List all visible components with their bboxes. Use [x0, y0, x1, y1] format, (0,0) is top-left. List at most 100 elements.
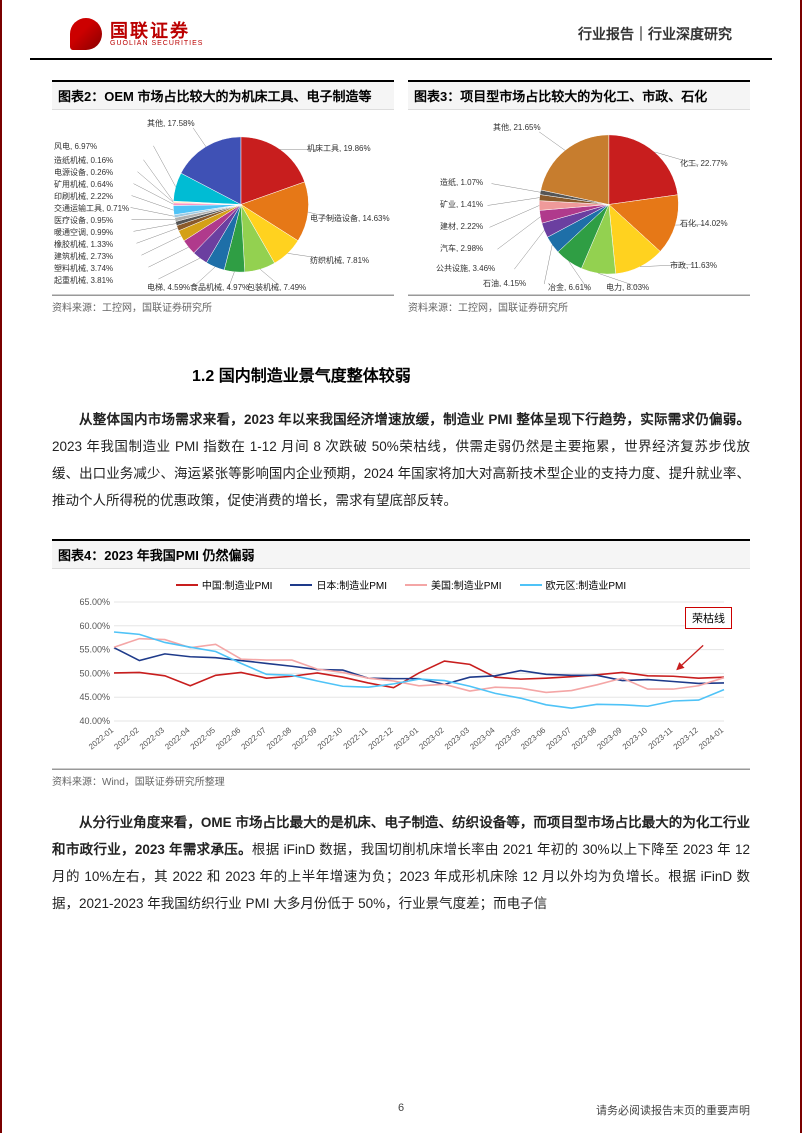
svg-text:2022-07: 2022-07	[240, 725, 269, 751]
pie-slice-label: 市政, 11.63%	[670, 260, 717, 271]
svg-text:2022-05: 2022-05	[189, 725, 218, 751]
page-header: 国联证券 GUOLIAN SECURITIES 行业报告｜行业深度研究	[30, 0, 772, 60]
svg-text:2022-10: 2022-10	[316, 725, 345, 751]
svg-text:2022-09: 2022-09	[290, 725, 319, 751]
pie-slice-label: 电子制造设备, 14.63%	[310, 213, 390, 224]
pie-slice-label: 建筑机械, 2.73%	[54, 251, 113, 262]
svg-text:2023-05: 2023-05	[494, 725, 523, 751]
pie-slice-label: 石油, 4.15%	[483, 278, 526, 289]
chart-4-plot: 中国:制造业PMI 日本:制造业PMI 美国:制造业PMI 欧元区:制造业PMI 40.…	[52, 569, 750, 769]
pie-slice-label: 冶金, 6.61%	[548, 282, 591, 293]
legend-swatch	[520, 584, 542, 586]
svg-text:2022-04: 2022-04	[163, 725, 192, 751]
svg-text:45.00%: 45.00%	[79, 692, 110, 702]
chart-3-source: 资料来源：工控网，国联证券研究所	[408, 295, 750, 317]
pie-slice-label: 石化, 14.02%	[680, 218, 728, 229]
svg-text:2023-04: 2023-04	[468, 725, 497, 751]
para1-bold: 从整体国内市场需求来看，2023 年以来我国经济增速放缓，制造业 PMI 整体呈…	[79, 412, 750, 427]
para1-rest: 2023 年我国制造业 PMI 指数在 1-12 月间 8 次跌破 50%荣枯线…	[52, 439, 750, 508]
legend-label: 日本:制造业PMI	[316, 577, 387, 592]
svg-text:55.00%: 55.00%	[79, 645, 110, 655]
pie-slice-label: 风电, 6.97%	[54, 141, 97, 152]
legend-label: 美国:制造业PMI	[431, 577, 502, 592]
legend-swatch	[405, 584, 427, 586]
chart-2-source: 资料来源：工控网，国联证券研究所	[52, 295, 394, 317]
svg-text:2023-01: 2023-01	[392, 725, 421, 751]
pie-slice-label: 机床工具, 19.86%	[307, 143, 371, 154]
pie-slice-label: 塑料机械, 3.74%	[54, 263, 113, 274]
legend-item: 欧元区:制造业PMI	[520, 577, 627, 592]
legend-label: 欧元区:制造业PMI	[546, 577, 627, 592]
pie-slice-label: 印刷机械, 2.22%	[54, 191, 113, 202]
svg-text:2023-06: 2023-06	[519, 725, 548, 751]
legend-label: 中国:制造业PMI	[202, 577, 273, 592]
chart-4-title: 图表4：2023 年我国PMI 仍然偏弱	[52, 539, 750, 569]
svg-text:65.00%: 65.00%	[79, 598, 110, 607]
pie-slice-label: 纺织机械, 7.81%	[310, 255, 369, 266]
chart-4-box: 图表4：2023 年我国PMI 仍然偏弱 中国:制造业PMI 日本:制造业PMI 美…	[52, 539, 750, 791]
pie-slice-label: 其他, 17.58%	[147, 118, 195, 129]
chart-3-pie: 化工, 22.77% 石化, 14.02% 市政, 11.63% 电力, 8.03% 冶…	[408, 110, 750, 295]
pie-slice-label: 造纸, 1.07%	[440, 177, 483, 188]
svg-text:2023-10: 2023-10	[621, 725, 650, 751]
svg-text:2022-12: 2022-12	[367, 725, 396, 751]
pie-slice-label: 公共设施, 3.46%	[436, 263, 495, 274]
section-1-2-title: 1.2 国内制造业景气度整体较弱	[192, 362, 750, 386]
pie-slice-label: 汽车, 2.98%	[440, 243, 483, 254]
logo-sub-text: GUOLIAN SECURITIES	[110, 40, 203, 47]
pie-slice-label: 化工, 22.77%	[680, 158, 728, 169]
pie-slice-label: 暖通空调, 0.99%	[54, 227, 113, 238]
paragraph-2: 从分行业角度来看，OME 市场占比最大的是机床、电子制造、纺织设备等，而项目型市…	[52, 809, 750, 917]
logo-main-text: 国联证券	[110, 22, 203, 40]
svg-text:2022-03: 2022-03	[138, 725, 167, 751]
legend-swatch	[176, 584, 198, 586]
chart-4-legend: 中国:制造业PMI 日本:制造业PMI 美国:制造业PMI 欧元区:制造业PMI	[62, 577, 740, 592]
legend-item: 美国:制造业PMI	[405, 577, 502, 592]
page-number: 6	[398, 1102, 404, 1114]
page-footer: 6 请务必阅读报告末页的重要声明	[2, 1102, 800, 1118]
svg-text:2023-12: 2023-12	[672, 725, 701, 751]
footer-disclaimer: 请务必阅读报告末页的重要声明	[596, 1102, 750, 1118]
pie-slice-label: 电力, 8.03%	[606, 282, 649, 293]
pie-slice-label: 起重机械, 3.81%	[54, 275, 113, 286]
svg-text:50.00%: 50.00%	[79, 668, 110, 678]
chart-4-source: 资料来源：Wind，国联证券研究所整理	[52, 769, 750, 791]
legend-swatch	[290, 584, 312, 586]
pie-slice-label: 建材, 2.22%	[440, 221, 483, 232]
pie-slice-label: 包装机械, 7.49%	[247, 282, 306, 293]
pie-slice-label: 交通运输工具, 0.71%	[54, 203, 129, 214]
svg-text:2023-08: 2023-08	[570, 725, 599, 751]
svg-text:40.00%: 40.00%	[79, 716, 110, 726]
svg-text:60.00%: 60.00%	[79, 621, 110, 631]
svg-text:2023-11: 2023-11	[647, 725, 675, 751]
svg-text:2023-09: 2023-09	[595, 725, 624, 751]
svg-text:2022-11: 2022-11	[342, 725, 370, 751]
pie-slice-label: 食品机械, 4.97%	[190, 282, 249, 293]
chart-3-title: 图表3：项目型市场占比较大的为化工、市政、石化	[408, 80, 750, 110]
legend-item: 中国:制造业PMI	[176, 577, 273, 592]
chart-2-box: 图表2：OEM 市场占比较大的为机床工具、电子制造等 机床工具, 19.86% 电…	[52, 80, 394, 317]
svg-text:2023-03: 2023-03	[443, 725, 472, 751]
pie-slice-label: 其他, 21.65%	[493, 122, 541, 133]
pie-slice-label: 电梯, 4.59%	[147, 282, 190, 293]
pie-slice-label: 矿业, 1.41%	[440, 199, 483, 210]
svg-text:2024-01: 2024-01	[697, 725, 726, 751]
svg-text:2023-07: 2023-07	[545, 725, 574, 751]
pie-slice-label: 医疗设备, 0.95%	[54, 215, 113, 226]
pie-slice-label: 电源设备, 0.26%	[54, 167, 113, 178]
chart-4-annotation: 荣枯线	[685, 607, 732, 629]
logo-icon	[70, 18, 102, 50]
pie-slice-label: 造纸机械, 0.16%	[54, 155, 113, 166]
svg-text:2022-02: 2022-02	[112, 725, 141, 751]
header-category: 行业报告｜行业深度研究	[578, 24, 732, 44]
svg-text:2022-08: 2022-08	[265, 725, 294, 751]
chart-2-title: 图表2：OEM 市场占比较大的为机床工具、电子制造等	[52, 80, 394, 110]
svg-text:2022-06: 2022-06	[214, 725, 243, 751]
svg-text:2023-02: 2023-02	[417, 725, 446, 751]
chart-3-box: 图表3：项目型市场占比较大的为化工、市政、石化 化工, 22.77% 石化, 14…	[408, 80, 750, 317]
logo: 国联证券 GUOLIAN SECURITIES	[70, 18, 203, 50]
svg-text:2022-01: 2022-01	[87, 725, 116, 751]
pie-charts-row: 图表2：OEM 市场占比较大的为机床工具、电子制造等 机床工具, 19.86% 电…	[52, 80, 750, 317]
chart-2-pie: 机床工具, 19.86% 电子制造设备, 14.63% 纺织机械, 7.81% 包装机…	[52, 110, 394, 295]
legend-item: 日本:制造业PMI	[290, 577, 387, 592]
